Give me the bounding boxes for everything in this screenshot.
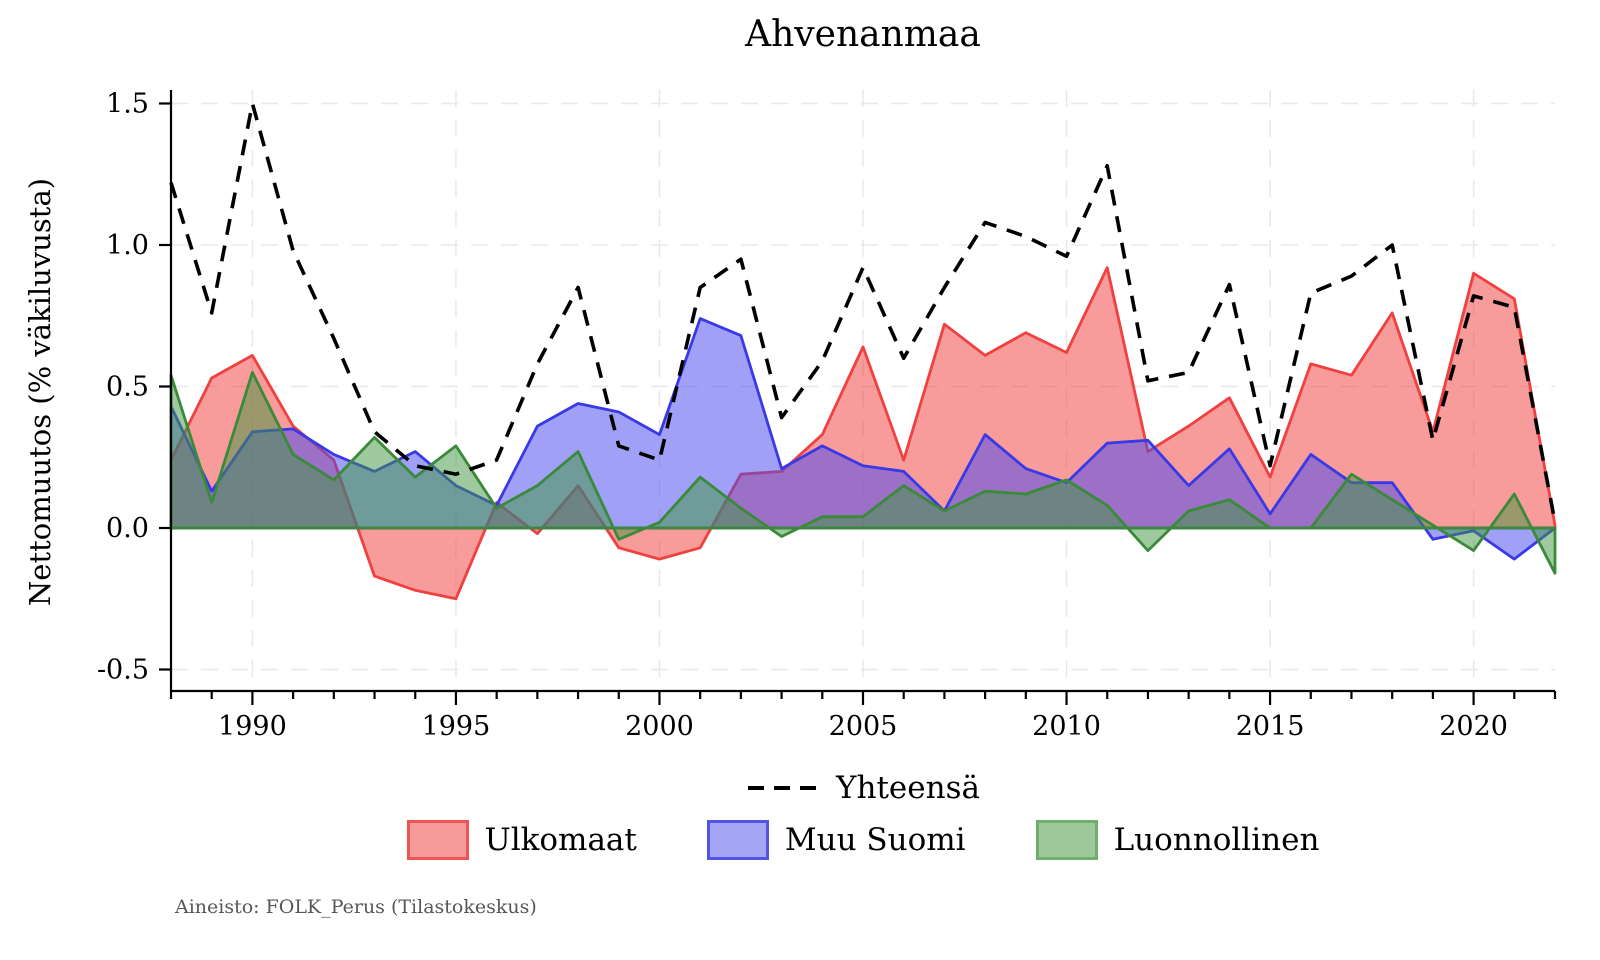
line-yhteens-: [169, 101, 1557, 523]
legend-label-muu-suomi: Muu Suomi: [784, 822, 966, 858]
source-note: Aineisto: FOLK_Perus (Tilastokeskus): [175, 896, 537, 918]
y-tick-label: 0.5: [106, 372, 149, 403]
legend-row-total: Yhteensä: [171, 770, 1555, 806]
legend-item-ulkomaat: Ulkomaat: [406, 820, 637, 860]
chart-title: Ahvenanmaa: [745, 14, 981, 55]
x-tick-label: 2020: [1439, 711, 1508, 742]
legend-item-muu-suomi: Muu Suomi: [706, 820, 966, 860]
x-tick-label: 2000: [625, 711, 694, 742]
legend-label-luonnollinen: Luonnollinen: [1113, 822, 1320, 858]
legend-item-luonnollinen: Luonnollinen: [1035, 820, 1320, 860]
y-tick-label: 1.0: [106, 230, 149, 261]
y-tick-label: 1.5: [106, 89, 149, 120]
area-luonnollinen: [169, 371, 1557, 575]
legend-item-yhteensa: Yhteensä: [746, 770, 980, 806]
x-tick-label: 1995: [422, 711, 491, 742]
legend-label-ulkomaat: Ulkomaat: [484, 822, 637, 858]
axes: [159, 90, 1557, 705]
dashed-line-swatch: [748, 786, 819, 790]
x-tick-label: 1990: [218, 711, 287, 742]
tick-labels: 1.5 1.0 0.5 0.0 -0.5 1990 1995 2000 2005 2010 2015…: [97, 89, 1508, 743]
legend-row-components: Ulkomaat Muu Suomi Luonnollinen: [171, 820, 1555, 860]
blue-area-swatch: [706, 820, 769, 860]
green-area-swatch: [1035, 820, 1098, 860]
y-tick-label: -0.5: [97, 655, 149, 686]
x-tick-label: 2015: [1236, 711, 1305, 742]
x-tick-label: 2010: [1032, 711, 1101, 742]
legend-label-yhteensa: Yhteensä: [836, 770, 980, 806]
x-tick-label: 2005: [829, 711, 898, 742]
y-tick-label: 0.0: [106, 513, 149, 544]
red-area-swatch: [406, 820, 469, 860]
